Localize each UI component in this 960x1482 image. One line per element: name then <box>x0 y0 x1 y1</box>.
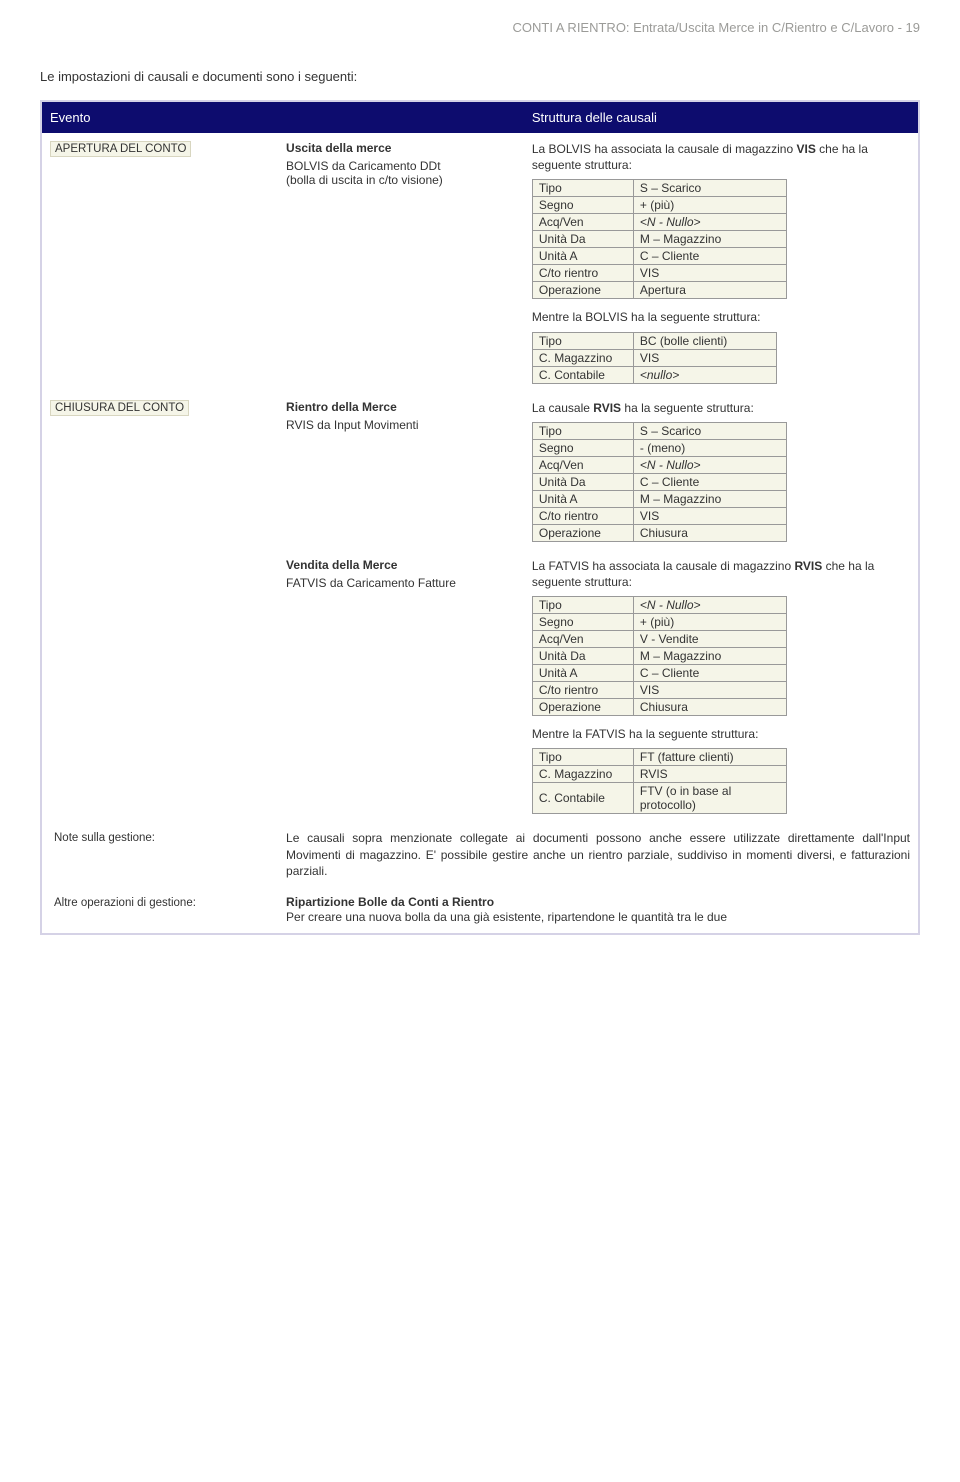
mini-value: + (più) <box>633 197 786 214</box>
mini-label: Tipo <box>532 180 633 197</box>
mini-label: Unità Da <box>532 473 633 490</box>
mini-value: BC (bolle clienti) <box>633 332 776 349</box>
mini-value: VIS <box>633 265 786 282</box>
apertura-mentre: Mentre la BOLVIS ha la seguente struttur… <box>532 309 910 325</box>
bolvis-line2: (bolla di uscita in c/to visione) <box>286 173 516 187</box>
mini-value: + (più) <box>633 614 786 631</box>
rvis-line: RVIS da Input Movimenti <box>286 418 516 432</box>
mini-value: VIS <box>633 349 776 366</box>
col-struttura-spacer <box>278 101 524 133</box>
chiusura-table-rvis2: Tipo<N - Nullo>Segno+ (più)Acq/VenV - Ve… <box>532 596 787 716</box>
mini-label: Operazione <box>532 282 633 299</box>
chiusura-desc1: La causale RVIS ha la seguente struttura… <box>532 400 910 416</box>
mini-value: - (meno) <box>633 439 786 456</box>
fatvis-line: FATVIS da Caricamento Fatture <box>286 576 516 590</box>
apertura-table-vis: TipoS – ScaricoSegno+ (più)Acq/Ven<N - N… <box>532 179 787 299</box>
chiusura-table-rvis: TipoS – ScaricoSegno- (meno)Acq/Ven<N - … <box>532 422 787 542</box>
mini-label: Segno <box>532 197 633 214</box>
mini-label: Unità A <box>532 248 633 265</box>
uscita-merce-title: Uscita della merce <box>286 141 516 155</box>
chiusura-table-fatvis: TipoFT (fatture clienti)C. MagazzinoRVIS… <box>532 748 787 814</box>
mini-label: Segno <box>532 439 633 456</box>
mini-label: Operazione <box>532 699 633 716</box>
mini-label: Tipo <box>532 332 633 349</box>
mini-label: Unità A <box>532 490 633 507</box>
mini-value: <nullo> <box>633 366 776 383</box>
bolvis-line1: BOLVIS da Caricamento DDt <box>286 159 516 173</box>
page-header: CONTI A RIENTRO: Entrata/Uscita Merce in… <box>40 20 920 39</box>
mini-value: Apertura <box>633 282 786 299</box>
mini-value: M – Magazzino <box>633 490 786 507</box>
mini-value: <N - Nullo> <box>633 456 786 473</box>
apertura-label: APERTURA DEL CONTO <box>50 141 191 157</box>
mini-label: Tipo <box>532 749 633 766</box>
mini-label: C. Magazzino <box>532 349 633 366</box>
mini-value: C – Cliente <box>633 248 786 265</box>
mini-value: S – Scarico <box>633 180 786 197</box>
mini-label: Acq/Ven <box>532 214 633 231</box>
rientro-merce-title: Rientro della Merce <box>286 400 516 414</box>
mini-value: S – Scarico <box>633 422 786 439</box>
chiusura-label: CHIUSURA DEL CONTO <box>50 400 189 416</box>
apertura-table-bolvis: TipoBC (bolle clienti)C. MagazzinoVISC. … <box>532 332 777 384</box>
mini-value: <N - Nullo> <box>633 597 786 614</box>
mini-label: C/to rientro <box>532 682 633 699</box>
causali-table: Evento Struttura delle causali APERTURA … <box>40 100 920 935</box>
ripartizione-text: Per creare una nuova bolla da una già es… <box>286 909 910 925</box>
mini-value: V - Vendite <box>633 631 786 648</box>
apertura-desc: La BOLVIS ha associata la causale di mag… <box>532 141 910 173</box>
mini-label: Unità Da <box>532 231 633 248</box>
altre-op-label: Altre operazioni di gestione: <box>50 895 270 911</box>
col-evento: Evento <box>41 101 278 133</box>
mini-value: Chiusura <box>633 524 786 541</box>
note-gestione-text: Le causali sopra menzionate collegate ai… <box>286 830 910 879</box>
mini-value: M – Magazzino <box>633 648 786 665</box>
mini-label: Acq/Ven <box>532 456 633 473</box>
col-struttura: Struttura delle causali <box>524 101 919 133</box>
mini-label: C/to rientro <box>532 265 633 282</box>
mini-label: C. Contabile <box>532 366 633 383</box>
intro-text: Le impostazioni di causali e documenti s… <box>40 69 920 84</box>
mini-label: Tipo <box>532 422 633 439</box>
mini-label: C. Magazzino <box>532 766 633 783</box>
mini-value: C – Cliente <box>633 473 786 490</box>
mini-label: Unità Da <box>532 648 633 665</box>
vendita-merce-title: Vendita della Merce <box>286 558 516 572</box>
ripartizione-title: Ripartizione Bolle da Conti a Rientro <box>286 895 910 909</box>
mini-value: FTV (o in base al protocollo) <box>633 783 786 814</box>
mini-label: Segno <box>532 614 633 631</box>
mini-label: C. Contabile <box>532 783 633 814</box>
mini-label: C/to rientro <box>532 507 633 524</box>
mini-value: <N - Nullo> <box>633 214 786 231</box>
mini-value: VIS <box>633 507 786 524</box>
mini-value: M – Magazzino <box>633 231 786 248</box>
mini-label: Unità A <box>532 665 633 682</box>
mini-value: VIS <box>633 682 786 699</box>
mini-label: Operazione <box>532 524 633 541</box>
mini-value: RVIS <box>633 766 786 783</box>
mini-label: Tipo <box>532 597 633 614</box>
chiusura-mentre: Mentre la FATVIS ha la seguente struttur… <box>532 726 910 742</box>
mini-value: FT (fatture clienti) <box>633 749 786 766</box>
mini-value: Chiusura <box>633 699 786 716</box>
note-gestione-label: Note sulla gestione: <box>50 830 270 846</box>
mini-value: C – Cliente <box>633 665 786 682</box>
mini-label: Acq/Ven <box>532 631 633 648</box>
chiusura-desc2: La FATVIS ha associata la causale di mag… <box>532 558 910 590</box>
